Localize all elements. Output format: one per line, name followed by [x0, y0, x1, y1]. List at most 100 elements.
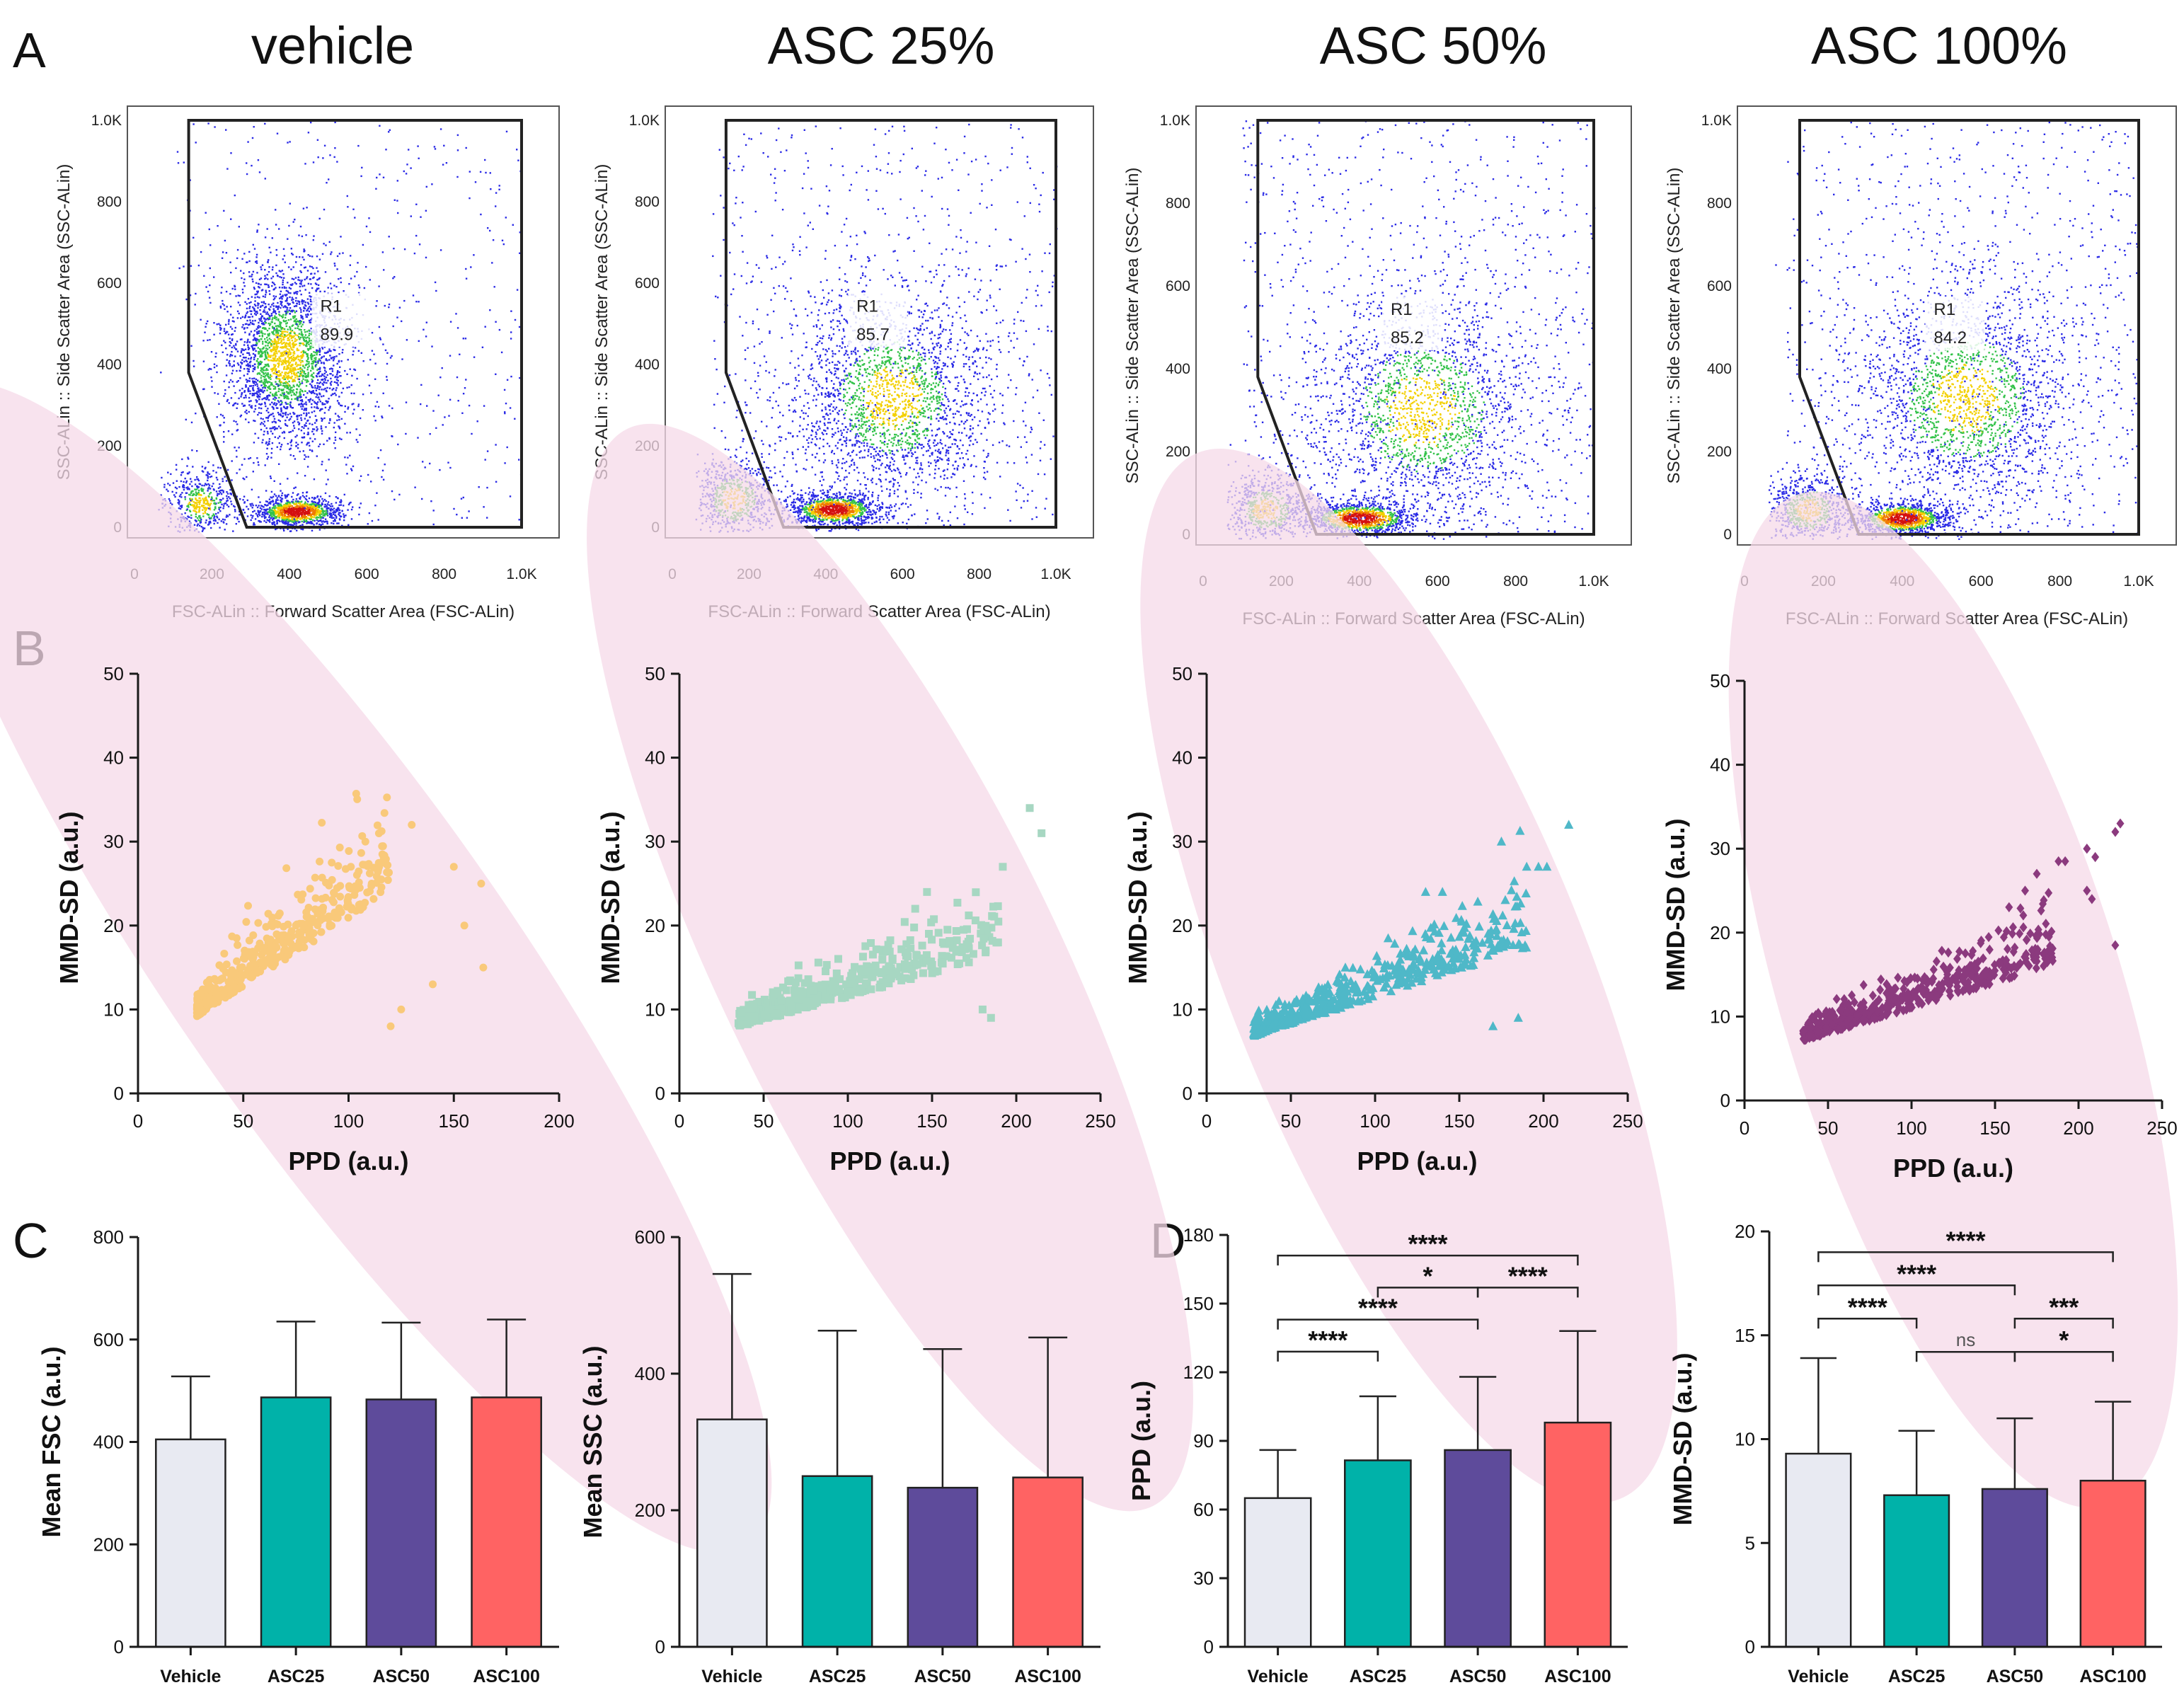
event-dot — [163, 483, 166, 486]
event-dot — [215, 497, 217, 500]
event-dot — [316, 402, 318, 405]
event-dot — [401, 358, 403, 360]
event-dot — [270, 511, 272, 514]
event-dot — [267, 508, 269, 510]
event-dot — [283, 345, 285, 348]
event-dot — [469, 171, 471, 173]
event-dot — [204, 512, 207, 514]
event-dot — [924, 352, 926, 355]
event-dot — [306, 309, 308, 312]
event-dot — [240, 367, 242, 369]
event-dot — [198, 494, 200, 496]
event-dot — [241, 258, 243, 260]
event-dot — [291, 325, 293, 327]
event-dot — [208, 228, 210, 231]
event-dot — [325, 469, 327, 471]
event-dot — [318, 519, 321, 522]
event-dot — [296, 384, 298, 386]
event-dot — [314, 510, 316, 512]
event-dot — [240, 270, 242, 272]
event-dot — [923, 391, 926, 393]
event-dot — [307, 357, 309, 359]
event-dot — [332, 393, 334, 395]
event-dot — [822, 335, 824, 338]
event-dot — [277, 301, 279, 304]
event-dot — [300, 430, 303, 432]
event-dot — [258, 515, 261, 517]
event-dot — [287, 413, 289, 416]
y-tick-label: 1.0K — [91, 113, 122, 129]
event-dot — [315, 419, 318, 421]
event-dot — [246, 303, 248, 305]
event-dot — [302, 507, 304, 510]
event-dot — [302, 406, 304, 408]
event-dot — [301, 256, 304, 258]
event-dot — [276, 329, 278, 331]
event-dot — [284, 505, 286, 507]
event-dot — [328, 387, 331, 389]
event-dot — [299, 338, 301, 340]
event-dot — [244, 331, 246, 333]
event-dot — [291, 512, 293, 515]
event-dot — [282, 516, 284, 518]
event-dot — [247, 338, 249, 340]
event-dot — [270, 477, 272, 479]
event-dot — [225, 323, 227, 326]
event-dot — [304, 501, 306, 503]
event-dot — [277, 383, 279, 386]
event-dot — [213, 322, 215, 324]
event-dot — [309, 449, 311, 451]
event-dot — [301, 360, 304, 363]
event-dot — [469, 197, 471, 200]
event-dot — [272, 343, 275, 346]
event-dot — [295, 502, 298, 505]
event-dot — [193, 504, 196, 507]
event-dot — [225, 252, 228, 254]
event-dot — [231, 350, 233, 353]
event-dot — [289, 389, 292, 391]
event-dot — [265, 369, 267, 372]
event-dot — [265, 427, 268, 430]
event-dot — [267, 342, 270, 345]
event-dot — [285, 323, 287, 325]
event-dot — [332, 356, 334, 359]
event-dot — [1020, 446, 1022, 448]
event-dot — [292, 317, 294, 319]
event-dot — [246, 312, 248, 314]
event-dot — [255, 350, 257, 352]
event-dot — [203, 388, 205, 390]
event-dot — [288, 345, 290, 347]
event-dot — [306, 505, 309, 508]
event-dot — [229, 340, 231, 343]
event-dot — [253, 377, 255, 379]
event-dot — [287, 290, 289, 292]
event-dot — [289, 365, 292, 367]
event-dot — [336, 382, 338, 384]
event-dot — [291, 253, 293, 255]
event-dot — [293, 425, 295, 427]
event-dot — [316, 382, 318, 384]
event-dot — [219, 332, 222, 335]
event-dot — [243, 349, 245, 352]
event-dot — [212, 464, 214, 466]
event-dot — [415, 234, 418, 237]
event-dot — [238, 514, 241, 516]
event-dot — [263, 301, 265, 304]
event-dot — [278, 326, 280, 328]
event-dot — [239, 338, 242, 340]
event-dot — [248, 421, 250, 423]
event-dot — [286, 406, 288, 408]
event-dot — [168, 500, 171, 502]
event-dot — [265, 283, 268, 286]
event-dot — [190, 265, 192, 267]
event-dot — [190, 345, 192, 347]
event-dot — [277, 514, 280, 516]
event-dot — [260, 403, 263, 405]
event-dot — [311, 378, 313, 381]
event-dot — [285, 520, 287, 522]
event-dot — [303, 307, 306, 309]
event-dot — [304, 403, 306, 405]
event-dot — [264, 387, 266, 389]
event-dot — [290, 335, 292, 337]
event-dot — [292, 309, 294, 311]
